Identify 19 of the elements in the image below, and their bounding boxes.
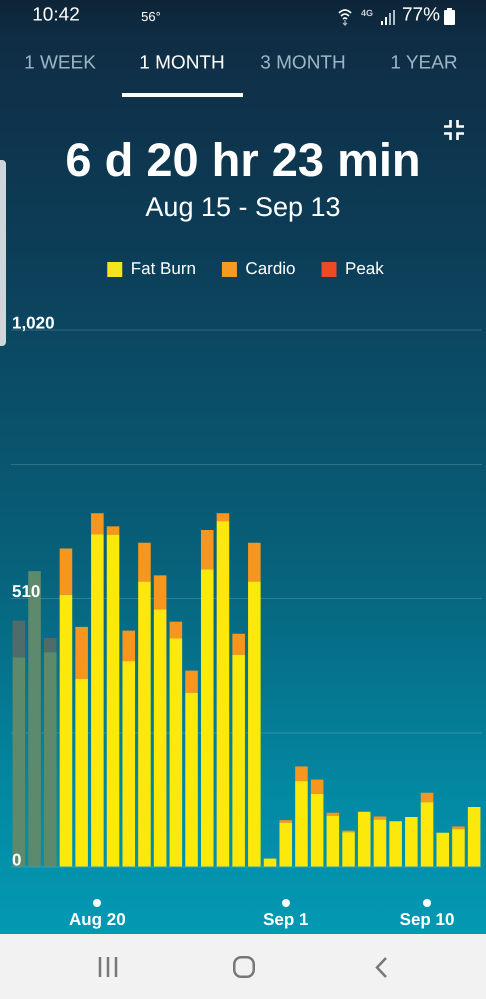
legend-label: Cardio [245, 259, 296, 278]
y-tick-label: 0 [12, 850, 22, 870]
text: 4G [360, 8, 374, 19]
text: 3 MONTH [260, 52, 346, 74]
x-tick-label: Aug 20 [69, 910, 126, 929]
y-tick-label: 1,020 [12, 314, 55, 333]
y-tick-label: 510 [12, 582, 40, 602]
chart-title: 6 d 20 hr 23 min [65, 133, 421, 186]
text: 56° [141, 8, 161, 24]
legend-label: Fat Burn [130, 259, 196, 278]
text: 10:42 [32, 4, 80, 26]
text: 1 YEAR [390, 52, 458, 74]
text: 77% [402, 4, 440, 26]
x-tick-label: Sep 10 [400, 910, 454, 929]
legend-label: Peak [345, 259, 384, 278]
text: 1 MONTH [139, 52, 225, 74]
text: 1 WEEK [24, 52, 96, 74]
chart-subtitle: Aug 15 - Sep 13 [145, 192, 341, 223]
x-tick-label: Sep 1 [263, 910, 308, 929]
